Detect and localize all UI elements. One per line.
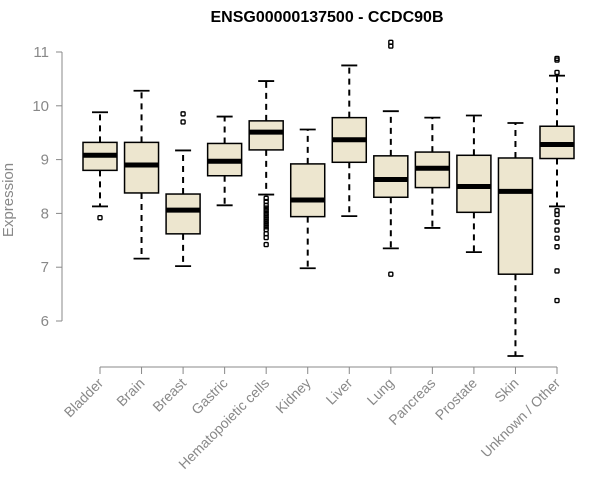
outlier-point [554, 235, 560, 241]
outlier-point [263, 213, 269, 219]
outlier-point [554, 297, 560, 304]
x-tick-label: Bladder [61, 375, 107, 421]
outlier-point [263, 234, 269, 241]
y-tick-label: 7 [41, 259, 49, 276]
x-tick-label: Lung [364, 375, 397, 408]
box-iqr [123, 141, 160, 194]
outlier-point [263, 210, 269, 217]
chart-title: ENSG00000137500 - CCDC90B [210, 9, 443, 26]
box-group [331, 64, 368, 217]
box-group [373, 39, 409, 277]
x-tick-label: Prostate [432, 375, 480, 423]
box-group [414, 116, 451, 229]
box-group [123, 89, 160, 260]
outlier-point [180, 119, 186, 125]
y-tick-label: 6 [41, 313, 49, 330]
outlier-point [554, 211, 560, 218]
box-group [497, 122, 534, 357]
outlier-point [388, 39, 394, 46]
outlier-point [263, 208, 269, 214]
outlier-point [263, 218, 269, 225]
x-tick-label: Kidney [272, 375, 314, 417]
box-group [206, 115, 243, 207]
box-iqr [248, 120, 284, 151]
outlier-point [263, 221, 269, 227]
outlier-point [263, 195, 269, 202]
x-tick-label: Skin [491, 375, 522, 406]
outlier-point [554, 268, 560, 274]
x-tick-label: Liver [323, 375, 356, 408]
outlier-point [388, 271, 394, 277]
box-group [539, 55, 575, 304]
box-group [248, 80, 284, 248]
outlier-point [263, 216, 269, 222]
y-tick-label: 11 [33, 44, 49, 61]
box-group [82, 111, 118, 221]
outlier-point [180, 111, 186, 117]
y-axis-label: Expression [0, 163, 17, 237]
box-iqr [165, 193, 201, 235]
x-tick-label: Breast [149, 375, 189, 415]
outlier-point [263, 202, 269, 209]
outlier-point [263, 205, 269, 211]
box-group [456, 114, 492, 254]
y-tick-label: 9 [41, 152, 49, 169]
box-iqr [373, 155, 409, 199]
box-iqr [497, 157, 534, 275]
x-tick-label: Brain [113, 375, 147, 409]
y-tick-label: 10 [32, 98, 49, 115]
box-iqr [456, 154, 492, 214]
box-group [289, 128, 326, 270]
outlier-point [263, 224, 269, 230]
y-tick-label: 8 [41, 205, 49, 222]
outlier-point [554, 227, 560, 233]
x-tick-label: Unknown / Other [478, 375, 564, 461]
outlier-point [554, 69, 560, 76]
outlier-point [554, 55, 560, 62]
outlier-point [554, 244, 560, 250]
box-group [165, 111, 201, 268]
outlier-point [97, 215, 103, 221]
plot-area [82, 39, 575, 357]
outlier-point [263, 241, 269, 248]
outlier-point [554, 219, 560, 225]
box-iqr [289, 163, 326, 218]
